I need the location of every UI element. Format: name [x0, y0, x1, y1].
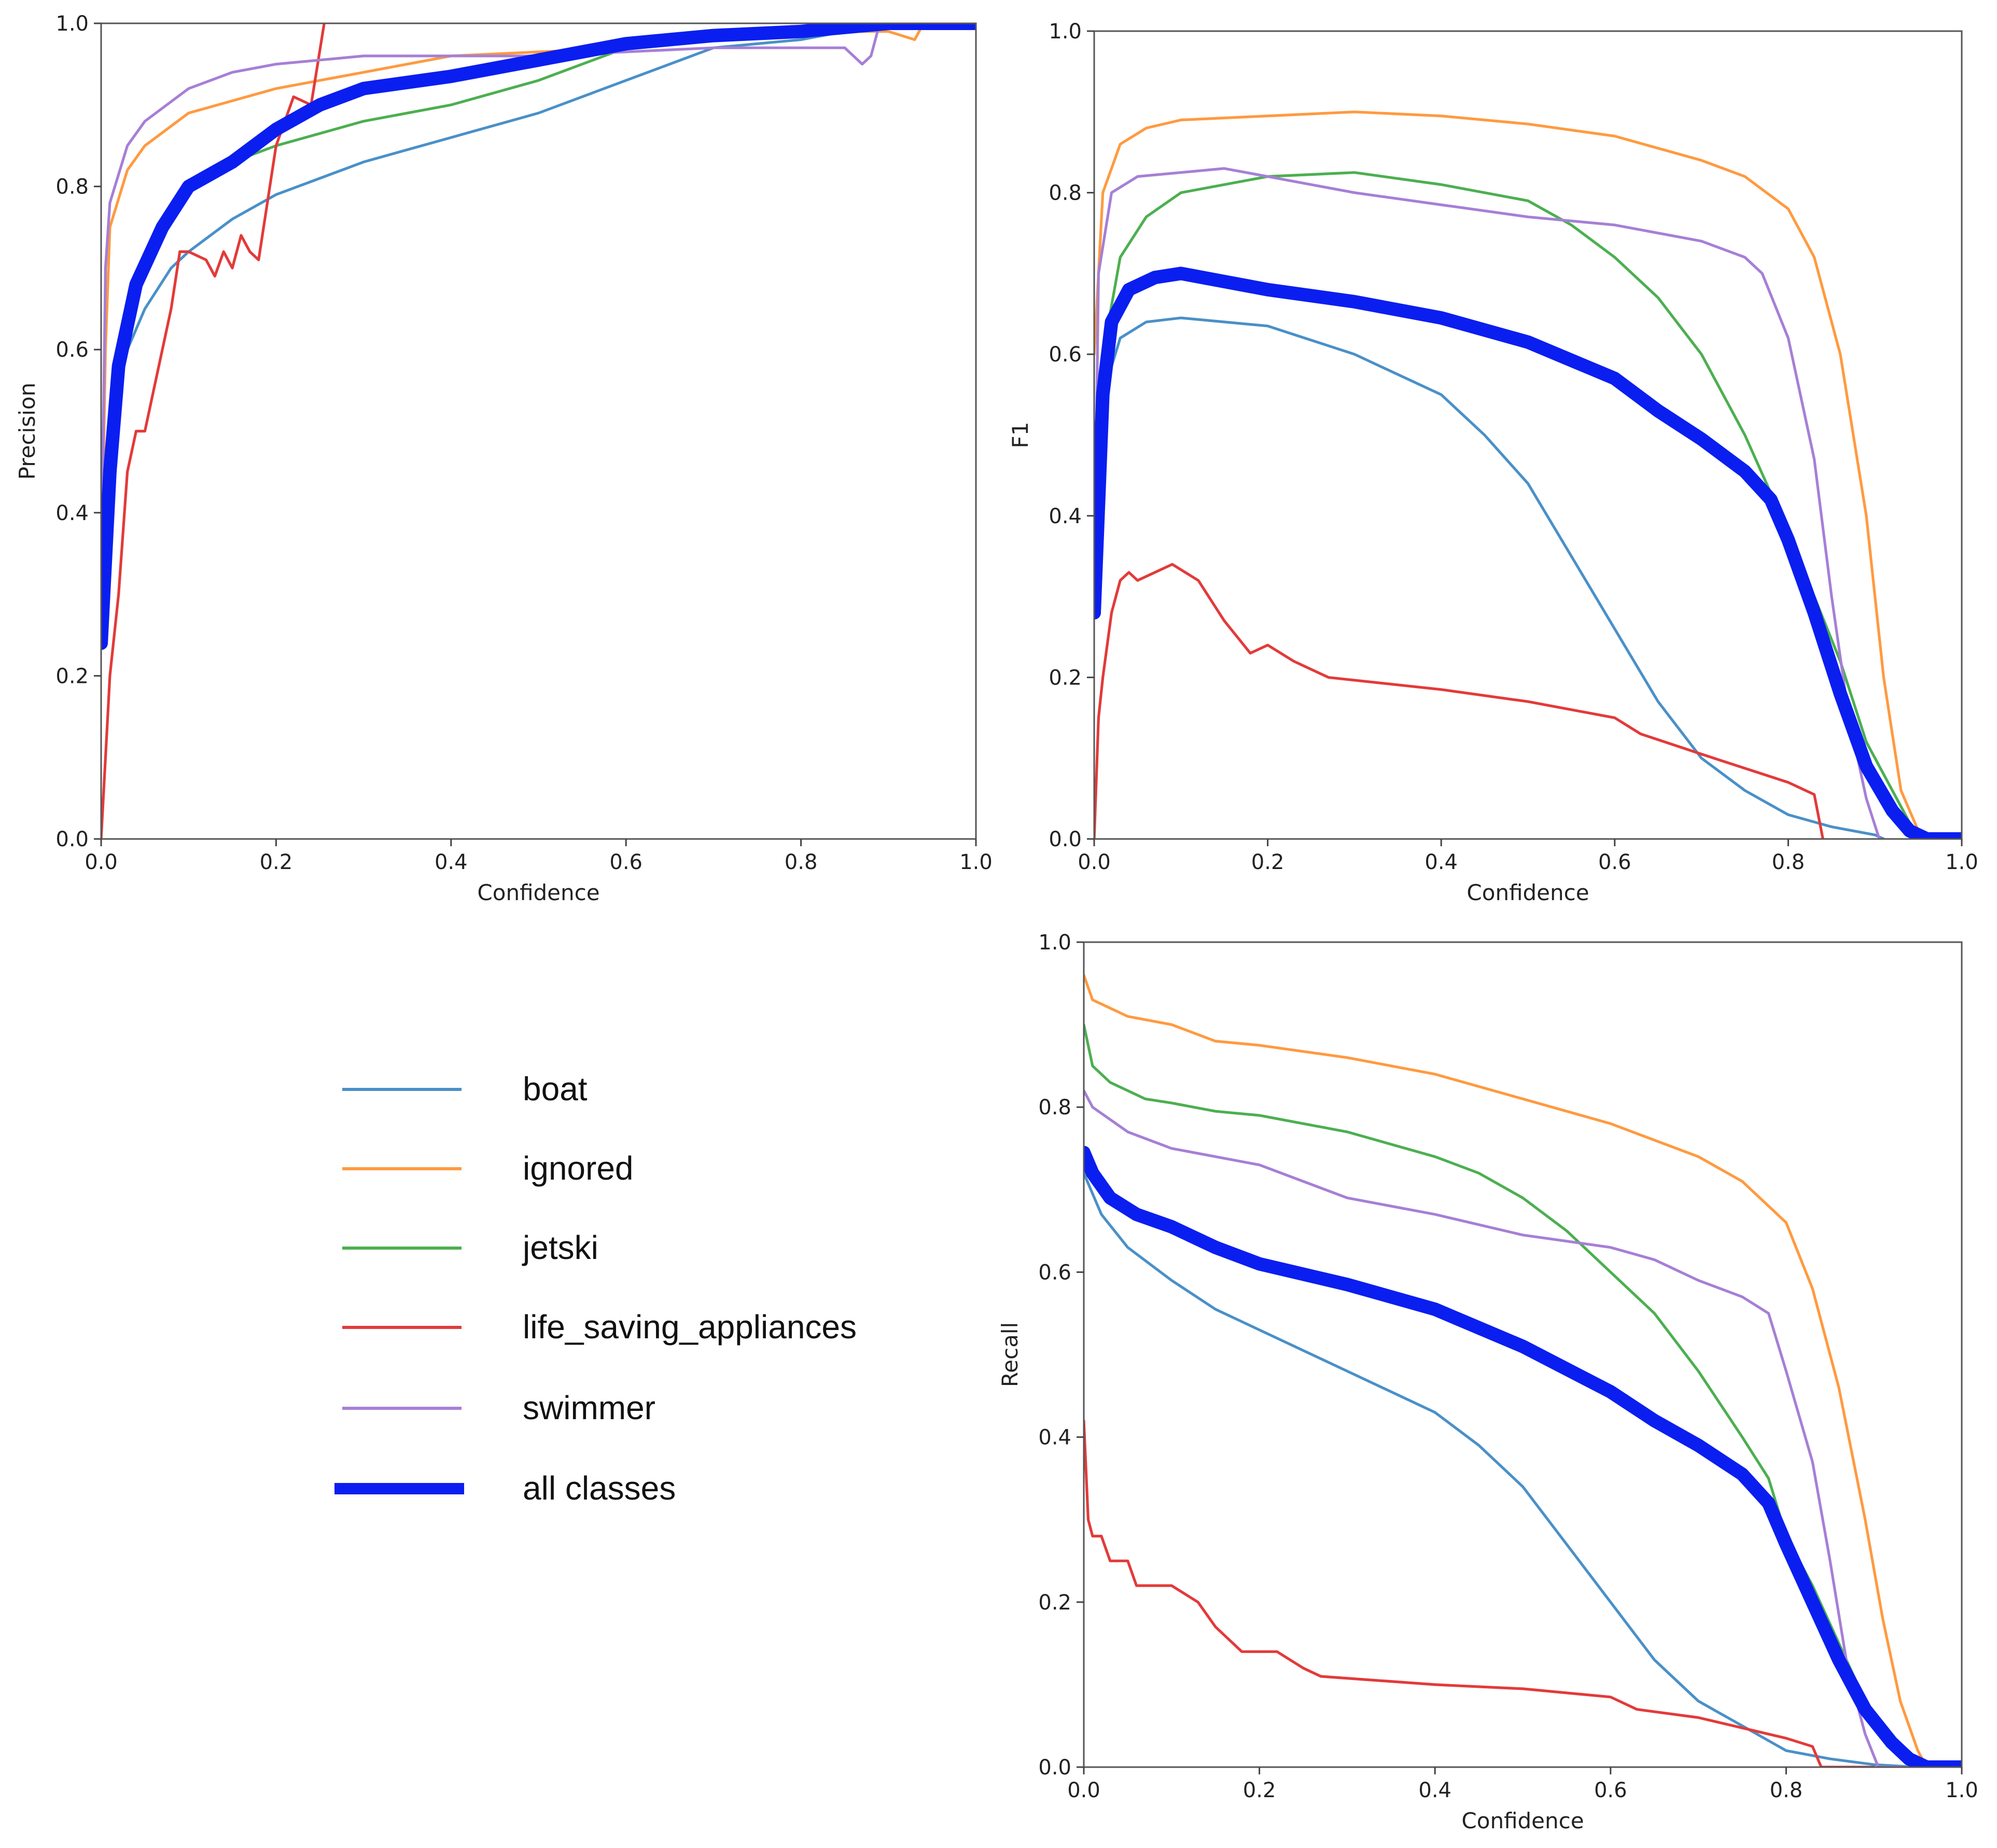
y-tick-label: 1.0 [1049, 20, 1082, 44]
x-axis-label: Confidence [477, 880, 599, 905]
x-tick-label: 0.8 [1770, 1779, 1803, 1802]
series-line-life-saving-appliances [101, 23, 326, 839]
legend-label: life_saving_appliances [523, 1308, 857, 1346]
series-line-boat [1094, 316, 1885, 839]
x-tick-label: 0.0 [1067, 1779, 1100, 1802]
x-tick-label: 1.0 [1945, 850, 1978, 874]
series-line-all-classes [1084, 1145, 1962, 1767]
legend: boat ignored jetski life_saving_applianc… [334, 1070, 857, 1507]
series-group [1094, 110, 1962, 839]
x-axis-label: Confidence [1461, 1808, 1584, 1833]
legend-item-life-saving-appliances: life_saving_appliances [342, 1308, 857, 1346]
x-tick-label: 0.2 [260, 850, 293, 874]
x-tick-label: 0.4 [435, 850, 468, 874]
x-tick-label: 0.0 [85, 850, 118, 874]
legend-label: jetski [522, 1229, 598, 1266]
y-tick-label: 0.0 [1038, 1756, 1071, 1780]
x-tick-label: 0.4 [1418, 1779, 1451, 1802]
series-line-jetski [101, 23, 976, 596]
x-tick-label: 0.8 [1772, 850, 1805, 874]
y-tick-label: 0.2 [1049, 666, 1082, 690]
series-line-boat [1084, 1171, 1962, 1767]
series-line-ignored [1084, 974, 1962, 1767]
y-axis-label: Precision [15, 383, 40, 480]
legend-item-ignored: ignored [342, 1150, 634, 1187]
legend-label: ignored [523, 1150, 634, 1187]
series-line-boat [101, 23, 976, 645]
legend-label: swimmer [523, 1389, 655, 1426]
x-tick-label: 0.2 [1243, 1779, 1276, 1802]
series-line-life-saving-appliances [1094, 563, 1824, 839]
series-line-jetski [1094, 171, 1920, 839]
recall-chart: 0.0 0.2 0.4 0.6 0.8 1.0 0.0 0.2 0.4 0.6 0.8 1.0 Conf… [997, 931, 1978, 1833]
plot-frame [1083, 941, 1963, 1768]
series-line-all-classes [101, 23, 976, 650]
x-tick-label: 0.0 [1078, 850, 1111, 874]
x-tick-label: 0.8 [785, 850, 818, 874]
series-group [1084, 974, 1962, 1767]
y-tick-label: 0.4 [1049, 505, 1082, 528]
y-tick-label: 0.2 [1038, 1591, 1071, 1615]
x-tick-label: 1.0 [1945, 1779, 1978, 1802]
x-tick-label: 1.0 [959, 850, 993, 874]
legend-item-swimmer: swimmer [342, 1389, 655, 1426]
y-tick-label: 0.2 [55, 664, 89, 688]
y-tick-label: 0.0 [1049, 828, 1082, 851]
y-tick-label: 0.6 [1049, 343, 1082, 367]
x-tick-label: 0.6 [609, 850, 643, 874]
y-tick-label: 0.6 [1038, 1261, 1071, 1284]
series-line-ignored [1094, 110, 1962, 839]
series-line-swimmer [101, 23, 976, 596]
y-tick-label: 1.0 [1038, 931, 1071, 955]
x-tick-label: 0.4 [1425, 850, 1458, 874]
series-group [101, 23, 976, 839]
y-tick-label: 0.4 [1038, 1426, 1071, 1450]
y-tick-label: 0.8 [55, 175, 89, 199]
y-tick-label: 0.8 [1038, 1096, 1071, 1119]
f1-chart: 0.0 0.2 0.4 0.6 0.8 1.0 0.0 0.2 0.4 0.6 0.8 1.0 Conf… [1008, 20, 1978, 905]
y-tick-label: 1.0 [55, 12, 89, 36]
legend-item-all-classes: all classes [334, 1469, 676, 1507]
series-line-swimmer [1094, 167, 1881, 839]
legend-label: all classes [523, 1469, 676, 1507]
series-line-ignored [101, 23, 976, 596]
plot-frame [1093, 30, 1963, 840]
x-tick-label: 0.2 [1251, 850, 1284, 874]
series-line-swimmer [1084, 1089, 1962, 1767]
x-axis-label: Confidence [1467, 880, 1589, 905]
y-tick-label: 0.6 [55, 338, 89, 362]
precision-chart: 0.0 0.2 0.4 0.6 0.8 1.0 0.0 0.2 0.4 0.6 0.8 1.0 Conf… [15, 12, 993, 905]
series-line-all-classes [1094, 267, 1962, 839]
x-tick-label: 0.6 [1594, 1779, 1627, 1802]
x-tick-label: 0.6 [1598, 850, 1631, 874]
legend-item-boat: boat [342, 1070, 588, 1108]
plot-frame [100, 22, 977, 840]
y-tick-label: 0.4 [55, 501, 89, 525]
series-line-life-saving-appliances [1084, 1419, 1876, 1767]
y-tick-label: 0.0 [55, 828, 89, 851]
y-axis-label: F1 [1008, 422, 1033, 449]
y-axis-label: Recall [997, 1322, 1023, 1387]
legend-label: boat [523, 1070, 588, 1108]
y-tick-label: 0.8 [1049, 181, 1082, 205]
legend-item-jetski: jetski [342, 1229, 598, 1266]
